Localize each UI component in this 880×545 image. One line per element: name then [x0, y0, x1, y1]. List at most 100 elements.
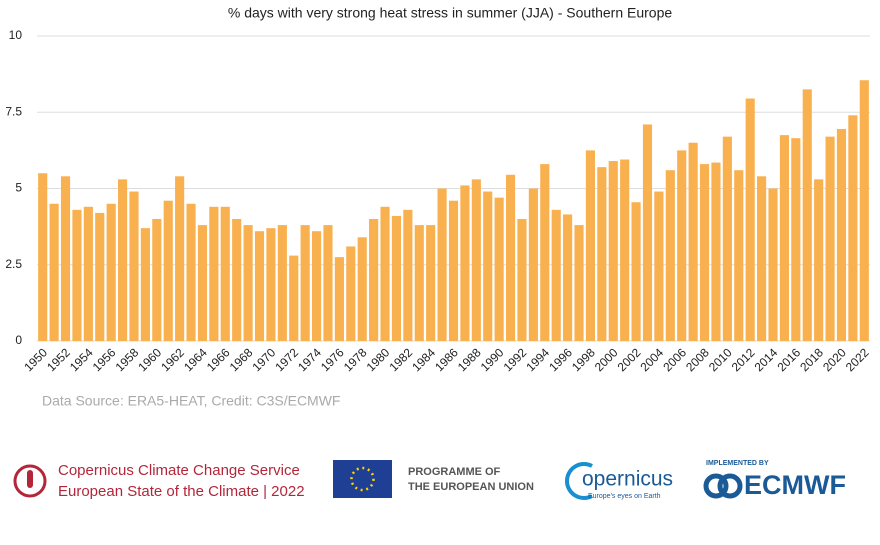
x-tick-label: 1952 [44, 345, 73, 374]
ecmwf-logo: ECMWF [744, 470, 846, 500]
x-tick-label: 2020 [820, 345, 849, 374]
bar [722, 136, 732, 341]
bar [437, 188, 447, 341]
x-tick-label: 2000 [592, 345, 621, 374]
bar [551, 209, 561, 341]
bar [848, 115, 858, 341]
x-tick-label: 2004 [637, 345, 666, 374]
bar [334, 257, 344, 341]
bar [277, 225, 287, 341]
x-tick-label: 1960 [135, 345, 164, 374]
bar [791, 138, 801, 341]
y-tick-label: 2.5 [5, 257, 22, 271]
bar [140, 228, 150, 341]
bar [380, 206, 390, 341]
bar [243, 225, 253, 341]
bar [266, 228, 276, 341]
bar [403, 209, 413, 341]
bar [186, 203, 196, 341]
bar [631, 202, 641, 341]
bar [859, 80, 869, 341]
bar [494, 197, 504, 341]
bar [209, 206, 219, 341]
bar [426, 225, 436, 341]
x-tick-label: 2014 [752, 345, 781, 374]
x-tick-label: 1974 [295, 345, 324, 374]
x-tick-label: 1962 [158, 345, 187, 374]
x-tick-label: 2022 [843, 345, 872, 374]
x-tick-label: 1990 [478, 345, 507, 374]
bar [175, 176, 185, 341]
bar [483, 191, 493, 341]
bar [608, 161, 618, 341]
bar [574, 225, 584, 341]
bar [745, 98, 755, 342]
y-tick-label: 10 [9, 28, 23, 42]
x-tick-label: 1994 [523, 345, 552, 374]
x-tick-label: 2008 [683, 345, 712, 374]
bar [734, 170, 744, 341]
ecmwf-icon [717, 473, 743, 499]
x-tick-label: 1976 [318, 345, 347, 374]
c3s-icon [13, 464, 47, 498]
x-tick-label: 1996 [546, 345, 575, 374]
bar [163, 200, 173, 341]
bar [768, 188, 778, 341]
x-tick-label: 1988 [455, 345, 484, 374]
copernicus-tagline: Europe's eyes on Earth [588, 493, 661, 500]
bar [312, 231, 322, 341]
y-tick-label: 7.5 [5, 104, 22, 118]
x-tick-label: 1978 [341, 345, 370, 374]
bar [779, 135, 789, 341]
x-tick-label: 2006 [660, 345, 689, 374]
bar [688, 142, 698, 341]
bar [83, 206, 93, 341]
bar [346, 246, 356, 341]
source: Data Source: ERA5-HEAT, Credit: C3S/ECMW… [42, 393, 340, 409]
eu-text: PROGRAMME OF [408, 466, 501, 478]
bar [540, 164, 550, 341]
bar [357, 237, 367, 341]
x-tick-label: 1956 [90, 345, 119, 374]
bar [699, 164, 710, 341]
bar [597, 167, 607, 341]
bar [300, 225, 310, 341]
bar [38, 173, 48, 341]
bar [836, 129, 847, 341]
x-tick-label: 1964 [181, 345, 210, 374]
x-tick-label: 1970 [250, 345, 279, 374]
bar [460, 185, 470, 341]
x-tick-label: 2002 [615, 345, 644, 374]
ecmwf-icon [703, 473, 729, 499]
eu-stars [350, 466, 375, 492]
bar [448, 200, 459, 341]
y-tick-label: 0 [15, 333, 22, 347]
bar [289, 255, 299, 341]
c3s-icon-bar [27, 470, 33, 488]
x-tick-label: 1980 [364, 345, 393, 374]
bar [757, 176, 767, 341]
bar [391, 215, 402, 341]
bar [106, 203, 116, 341]
c3s-report: European State of the Climate | 2022 [58, 483, 305, 500]
bar [118, 179, 128, 341]
x-tick-label: 1982 [386, 345, 415, 374]
y-tick-label: 5 [15, 181, 22, 195]
bar [528, 188, 538, 341]
bar [95, 212, 105, 341]
x-tick-label: 1984 [409, 345, 438, 374]
x-tick-label: 1968 [227, 345, 256, 374]
bar [677, 150, 687, 341]
c3s-name: Copernicus Climate Change Service [58, 462, 300, 479]
bar [505, 174, 516, 341]
bar [220, 206, 230, 341]
bar [197, 225, 208, 341]
copernicus-c [565, 462, 593, 500]
implemented-by: IMPLEMENTED BY [706, 460, 769, 467]
eu-text: THE EUROPEAN UNION [408, 481, 534, 493]
bar [654, 191, 664, 341]
x-tick-label: 2016 [774, 345, 803, 374]
copernicus-logo: opernicus [582, 468, 673, 491]
x-tick-label: 2012 [729, 345, 758, 374]
